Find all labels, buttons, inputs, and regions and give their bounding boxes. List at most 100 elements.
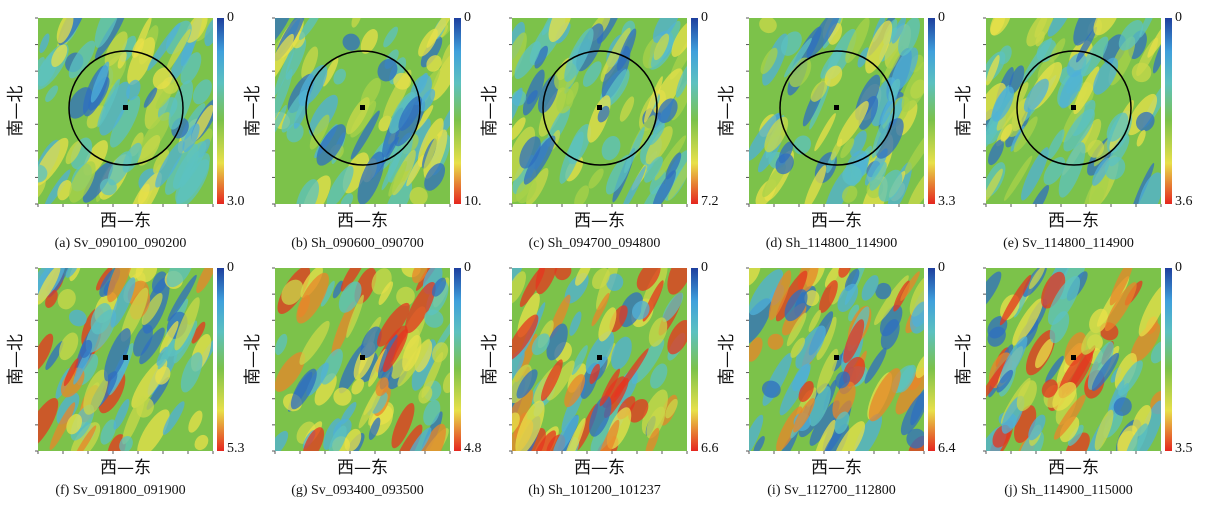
- heat-blob: [880, 319, 900, 350]
- colorbar-label: 0: [1175, 10, 1182, 25]
- colorbar-label: 6.4: [938, 441, 956, 456]
- colorbar: [691, 268, 698, 451]
- heat-blob: [404, 281, 436, 334]
- heat-blob: [512, 87, 523, 132]
- heat-blob: [1073, 66, 1100, 115]
- station-marker: [834, 355, 839, 360]
- x-axis-label: 西—东: [574, 211, 625, 231]
- heat-blob: [94, 18, 121, 48]
- heat-blob: [808, 309, 822, 333]
- heat-blob: [320, 280, 335, 307]
- heat-blob: [820, 48, 843, 79]
- heat-blob: [1118, 19, 1144, 51]
- y-axis-label: 南—北: [480, 86, 500, 137]
- heat-blob: [589, 395, 612, 437]
- heat-blob: [775, 429, 799, 451]
- heat-blob: [1028, 414, 1046, 441]
- heat-blob: [65, 140, 82, 165]
- heat-blob: [1080, 36, 1109, 77]
- heat-blob: [275, 352, 306, 392]
- panel: 0 3.6 南—北西—东 (e) Sv_114800_114900: [954, 10, 1193, 251]
- heat-blob: [1137, 172, 1161, 204]
- heat-blob: [298, 64, 328, 107]
- heat-blob: [1047, 129, 1065, 160]
- heat-blob: [204, 18, 213, 47]
- heat-blob: [780, 31, 802, 56]
- heat-blob: [652, 170, 676, 204]
- heat-blob: [554, 268, 572, 281]
- heat-blob: [314, 373, 337, 406]
- heat-blob: [382, 328, 409, 373]
- heat-blob: [180, 52, 202, 85]
- heat-blob: [286, 123, 304, 143]
- heat-blob: [69, 161, 96, 203]
- heat-blob: [182, 123, 200, 153]
- heat-blob: [792, 364, 810, 392]
- heat-blob: [836, 101, 869, 147]
- heatmap: [749, 268, 924, 451]
- heat-blob: [903, 125, 924, 175]
- heat-blob: [39, 33, 50, 54]
- heat-blob: [842, 185, 858, 203]
- heatmap: [986, 18, 1161, 204]
- heat-blob: [383, 26, 399, 48]
- heat-blob: [616, 28, 637, 71]
- heat-blob: [45, 85, 59, 102]
- heat-blob: [534, 45, 548, 69]
- heat-blob: [152, 67, 173, 90]
- heat-blob: [652, 18, 681, 43]
- station-marker: [834, 105, 839, 110]
- heat-blob: [596, 419, 620, 451]
- heat-blob: [128, 172, 162, 204]
- heat-blob: [1092, 158, 1110, 186]
- heat-blob: [804, 165, 827, 204]
- heat-blob: [66, 413, 83, 435]
- heat-blob: [296, 272, 329, 324]
- heat-blob: [45, 341, 64, 371]
- heat-blob: [848, 304, 860, 322]
- region-circle: [305, 50, 421, 166]
- heat-blob: [196, 268, 213, 294]
- heat-blob: [59, 332, 79, 361]
- heat-blob: [605, 154, 632, 195]
- heat-blob: [99, 81, 131, 136]
- heat-blob: [853, 413, 883, 451]
- heat-blob: [166, 28, 191, 71]
- heatmap: [38, 18, 213, 204]
- heat-blob: [117, 51, 127, 69]
- heat-blob: [338, 281, 362, 313]
- heat-blob: [360, 29, 378, 54]
- heat-blob: [1109, 268, 1134, 306]
- heat-blob: [1081, 327, 1101, 355]
- heat-blob: [1087, 341, 1114, 390]
- heat-blob: [648, 317, 668, 347]
- heat-blob: [1049, 38, 1066, 63]
- heat-blob: [667, 319, 687, 355]
- heat-blob: [759, 18, 777, 34]
- x-axis-label: 西—东: [1048, 458, 1099, 478]
- heat-blob: [1089, 308, 1108, 334]
- heat-blob: [888, 78, 901, 102]
- heat-blob: [57, 179, 73, 201]
- heat-blob: [1137, 400, 1161, 451]
- heat-blob: [749, 337, 763, 362]
- heat-blob: [51, 44, 68, 67]
- heat-blob: [881, 45, 904, 83]
- x-axis-label: 西—东: [811, 458, 862, 478]
- heat-blob: [73, 425, 97, 451]
- heat-blob: [419, 89, 436, 112]
- colorbar: [217, 268, 224, 451]
- heat-blob: [667, 149, 687, 201]
- heat-blob: [986, 55, 1000, 86]
- heat-blob: [657, 98, 678, 124]
- heat-blob: [308, 94, 338, 136]
- heat-blob: [986, 271, 1002, 312]
- heat-blob: [127, 37, 155, 86]
- panel: 0 4.8 南—北西—东 (g) Sv_093400_093500: [243, 260, 482, 498]
- heat-blob: [275, 33, 294, 87]
- heat-blob: [761, 380, 781, 398]
- heat-blob: [414, 105, 434, 131]
- heat-blob: [1041, 379, 1058, 398]
- heat-blob: [381, 146, 404, 191]
- heat-blob: [809, 386, 831, 427]
